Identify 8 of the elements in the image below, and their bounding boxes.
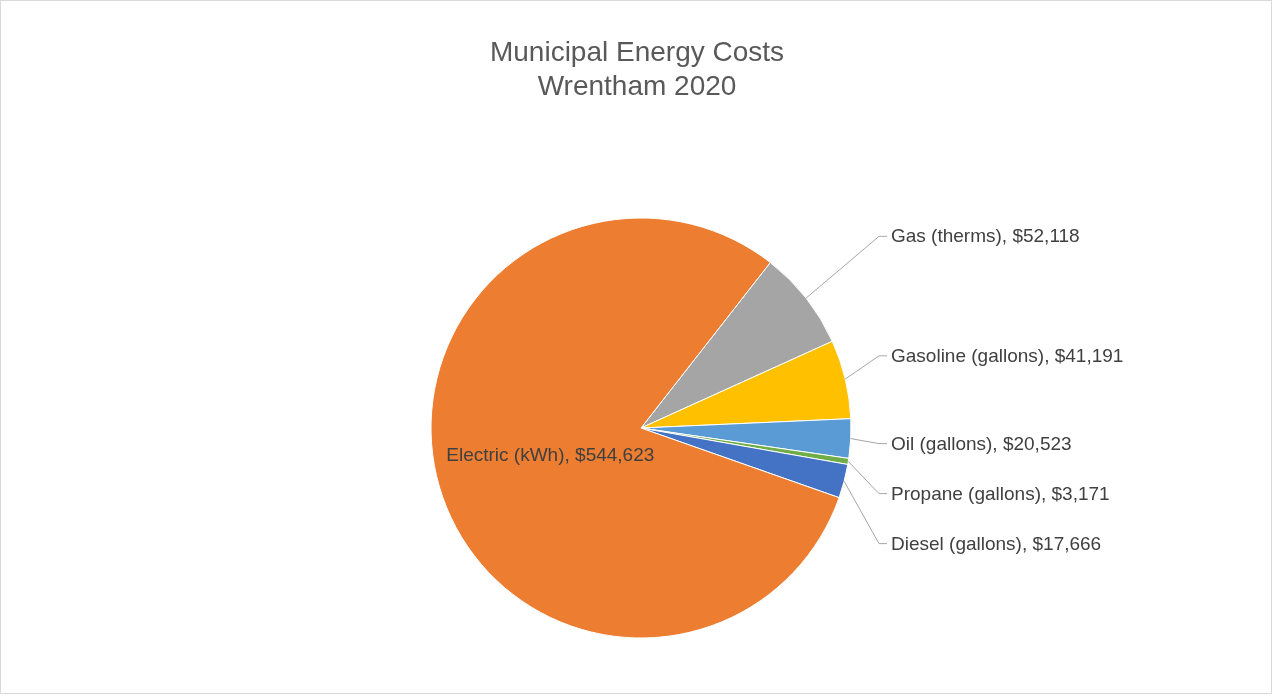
slice-label: Gasoline (gallons), $41,191 [891,344,1124,366]
chart-title: Municipal Energy Costs [489,36,785,67]
legend-label: Gas (therms), $52,118 [891,225,1080,247]
slice-label: Propane (gallons), $3,171 [891,482,1110,504]
slice-label: Diesel (gallons), $17,666 [891,532,1102,554]
slice-label: Oil (gallons), $20,523 [891,432,1072,454]
slice-label: Electric (kWh), $544,623 [446,443,655,465]
chart-subtitle: Wrentham 2020 [537,70,737,101]
